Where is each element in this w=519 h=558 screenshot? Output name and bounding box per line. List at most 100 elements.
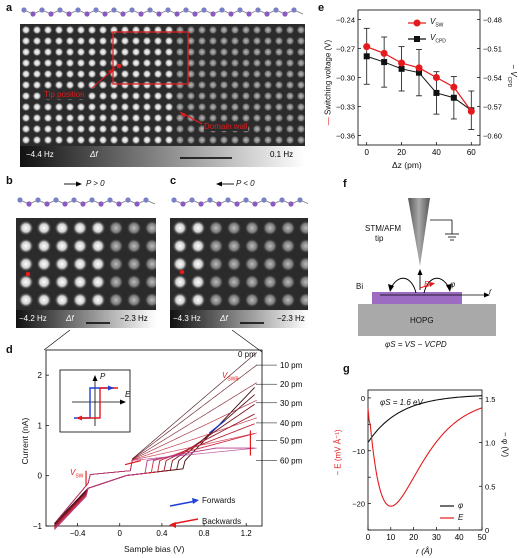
stm-spot — [230, 58, 240, 68]
f-phi-label: φ — [450, 280, 456, 289]
stm-spot — [226, 220, 242, 236]
stm-spot — [190, 256, 206, 272]
stm-spot — [197, 91, 207, 101]
stm-spot — [208, 220, 224, 236]
e-legend-cpd-sub: CPD — [435, 38, 446, 45]
stm-spot — [285, 36, 295, 46]
stm-spot — [109, 80, 119, 90]
stm-spot — [252, 80, 262, 90]
stm-spot — [274, 113, 284, 123]
panel-f-letter: f — [343, 178, 347, 190]
atom — [255, 7, 261, 13]
stm-spot — [142, 135, 152, 145]
stm-spot — [274, 36, 284, 46]
g-ylabel-left-text: − E (mV Å⁻¹) — [333, 429, 343, 476]
chart-d: −0.4 0 0.4 0.8 1.2 −1 0 1 2 10 pm 20 pm 30 pm 40 pm… — [33, 330, 303, 538]
stm-spot — [109, 113, 119, 123]
stm-spot — [142, 47, 152, 57]
atom — [288, 201, 294, 207]
stm-spot — [76, 25, 86, 35]
atom — [183, 7, 189, 13]
stm-spot — [285, 135, 295, 145]
stm-spot — [126, 238, 142, 254]
stm-spot — [108, 238, 124, 254]
atom — [282, 11, 288, 17]
stm-spot — [32, 69, 42, 79]
stm-spot — [226, 238, 242, 254]
stm-spot — [296, 80, 305, 90]
stm-spot — [230, 113, 240, 123]
atom — [234, 201, 240, 207]
stm-spot — [76, 36, 86, 46]
d-curve-back — [56, 447, 257, 522]
stm-spot — [142, 124, 152, 134]
stm-spot — [197, 47, 207, 57]
stm-spot — [252, 91, 262, 101]
stm-spot — [21, 80, 31, 90]
stm-spot — [197, 135, 207, 145]
stm-spot — [241, 80, 251, 90]
stm-spot — [230, 102, 240, 112]
e-sw-point — [380, 49, 388, 57]
e-legend-cpd-marker — [414, 36, 420, 42]
stm-spot — [219, 69, 229, 79]
g-xtick-label: 20 — [409, 533, 418, 542]
stm-spot — [175, 91, 185, 101]
stm-spot — [87, 135, 97, 145]
stm-spot — [298, 292, 308, 308]
atom — [30, 11, 36, 17]
stm-spot — [120, 80, 130, 90]
stm-spot — [120, 58, 130, 68]
stm-spot — [43, 58, 53, 68]
stm-spot — [172, 292, 188, 308]
stm-spot — [109, 58, 119, 68]
stm-spot — [32, 135, 42, 145]
stm-spot — [241, 102, 251, 112]
stm-spot — [76, 80, 86, 90]
d-forwards-label: Forwards — [202, 496, 236, 505]
stm-spot — [164, 58, 174, 68]
stm-spot — [76, 113, 86, 123]
stm-spot — [131, 58, 141, 68]
stm-spot — [36, 238, 52, 254]
stm-spot — [18, 220, 34, 236]
stm-spot — [153, 91, 163, 101]
d-xtick-label: 0.8 — [198, 529, 210, 538]
panel-c-letter: c — [170, 175, 177, 187]
atom — [98, 201, 104, 207]
stm-spot — [263, 47, 273, 57]
g-ylabel-right: − φ (V) — [500, 432, 510, 457]
atom — [84, 11, 90, 17]
stm-spot — [43, 36, 53, 46]
stm-spot — [274, 80, 284, 90]
stm-spot — [208, 292, 224, 308]
stm-spot — [36, 292, 52, 308]
stm-spot — [285, 124, 295, 134]
atom — [93, 7, 99, 13]
g-ytick-label-right: 1.0 — [485, 439, 495, 448]
stm-spot — [142, 102, 152, 112]
atom — [201, 7, 207, 13]
atom — [134, 201, 140, 207]
d-curve — [54, 423, 255, 528]
stm-spot — [186, 80, 196, 90]
stm-spot — [87, 113, 97, 123]
d-top-label: 0 pm — [238, 350, 256, 359]
panel-a-cbar-left: −4.4 Hz — [26, 150, 54, 159]
stm-spot — [21, 36, 31, 46]
stm-spot — [280, 238, 296, 254]
f-tip-label-1: STM/AFM — [365, 224, 401, 233]
stm-spot — [144, 220, 156, 236]
stm-spot — [131, 25, 141, 35]
atom — [48, 11, 54, 17]
stm-spot — [197, 25, 207, 35]
stm-spot — [280, 220, 296, 236]
stm-spot — [18, 256, 34, 272]
stm-spot — [76, 102, 86, 112]
stm-spot — [142, 91, 152, 101]
e-sw-point — [432, 74, 440, 81]
d-xtick-label: 0.4 — [156, 529, 168, 538]
d-legend — [169, 498, 199, 528]
stm-spot — [241, 69, 251, 79]
stm-spot — [142, 58, 152, 68]
